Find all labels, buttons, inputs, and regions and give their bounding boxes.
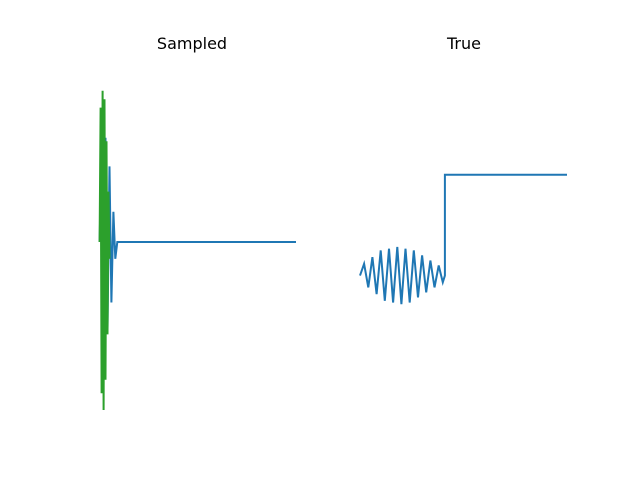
true-panel: True [359, 34, 567, 305]
true-series-group [359, 173, 567, 305]
true-series-line-blue [359, 173, 567, 305]
sampled-series-line-green [98, 90, 111, 411]
sampled-panel: Sampled [98, 34, 296, 411]
sampled-series-group [98, 90, 296, 411]
sampled-title: Sampled [157, 34, 227, 53]
true-title: True [446, 34, 481, 53]
sampled-series-line-blue [98, 137, 296, 330]
